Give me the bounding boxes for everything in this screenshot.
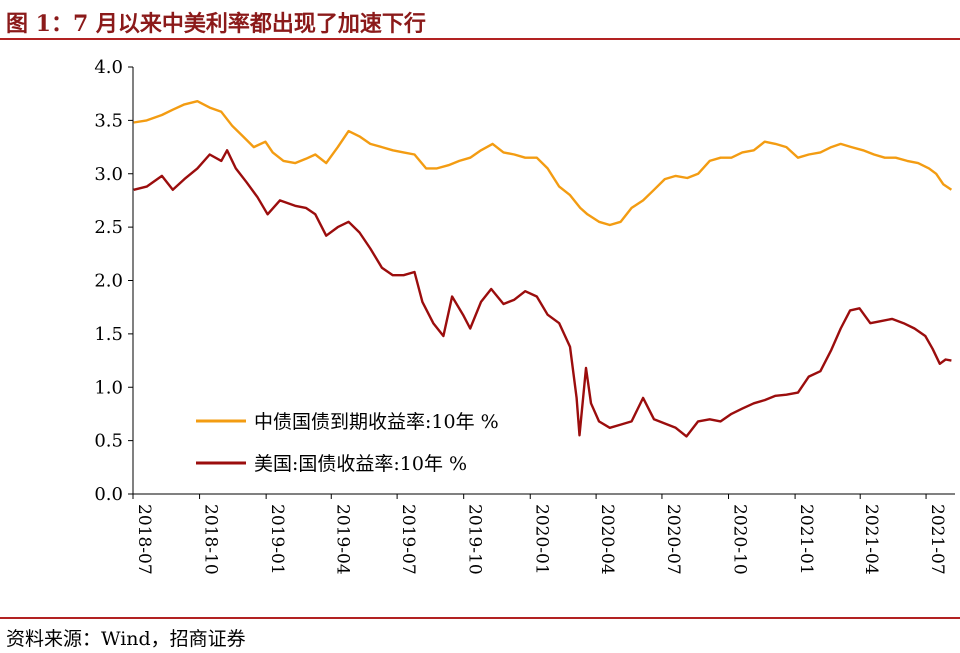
x-tick-label: 2019-07 <box>398 504 418 575</box>
x-tick-label: 2019-01 <box>267 504 287 575</box>
x-tick-label: 2020-10 <box>730 504 750 575</box>
chart-title: 图 1：7 月以来中美利率都出现了加速下行 <box>6 11 426 37</box>
series-line-1 <box>133 100 953 227</box>
y-tick-label: 1.5 <box>94 324 123 345</box>
y-tick-label: 4.0 <box>94 57 123 78</box>
yield-line-chart: 0.0 0.5 1.0 1.5 2.0 2.5 3.0 3.5 4.0 2018-07 2018-1… <box>94 57 955 575</box>
source-divider <box>0 617 960 619</box>
legend-label-1: 中债国债到期收益率:10年 % <box>254 411 499 433</box>
x-tick-label: 2021-04 <box>861 504 881 575</box>
x-tick-label: 2018-10 <box>201 504 221 575</box>
x-tick-label: 2020-01 <box>531 504 551 575</box>
x-tick-label: 2021-07 <box>927 504 947 575</box>
x-tick-label: 2021-01 <box>796 504 816 575</box>
x-tick-label: 2019-10 <box>465 504 485 575</box>
source-note: 资料来源：Wind，招商证券 <box>6 628 246 650</box>
legend: 中债国债到期收益率:10年 % 美国:国债收益率:10年 % <box>196 411 499 475</box>
y-tick-label: 0.0 <box>94 484 123 505</box>
y-tick-label: 0.5 <box>94 431 123 452</box>
x-tick-label: 2018-07 <box>134 504 154 575</box>
title-divider <box>0 38 960 40</box>
y-tick-label: 2.0 <box>94 271 123 292</box>
x-tick-label: 2020-04 <box>597 504 617 575</box>
y-tick-label: 2.5 <box>94 217 123 238</box>
series-line-2 <box>133 149 952 438</box>
y-tick-label: 3.5 <box>94 110 123 131</box>
y-tick-label: 1.0 <box>94 377 123 398</box>
x-tick-label: 2019-04 <box>332 504 352 575</box>
series-lines <box>133 100 953 438</box>
legend-label-2: 美国:国债收益率:10年 % <box>254 453 467 475</box>
axes: 0.0 0.5 1.0 1.5 2.0 2.5 3.0 3.5 4.0 2018-07 2018-1… <box>94 57 955 575</box>
y-tick-label: 3.0 <box>94 164 123 185</box>
x-tick-label: 2020-07 <box>663 504 683 575</box>
